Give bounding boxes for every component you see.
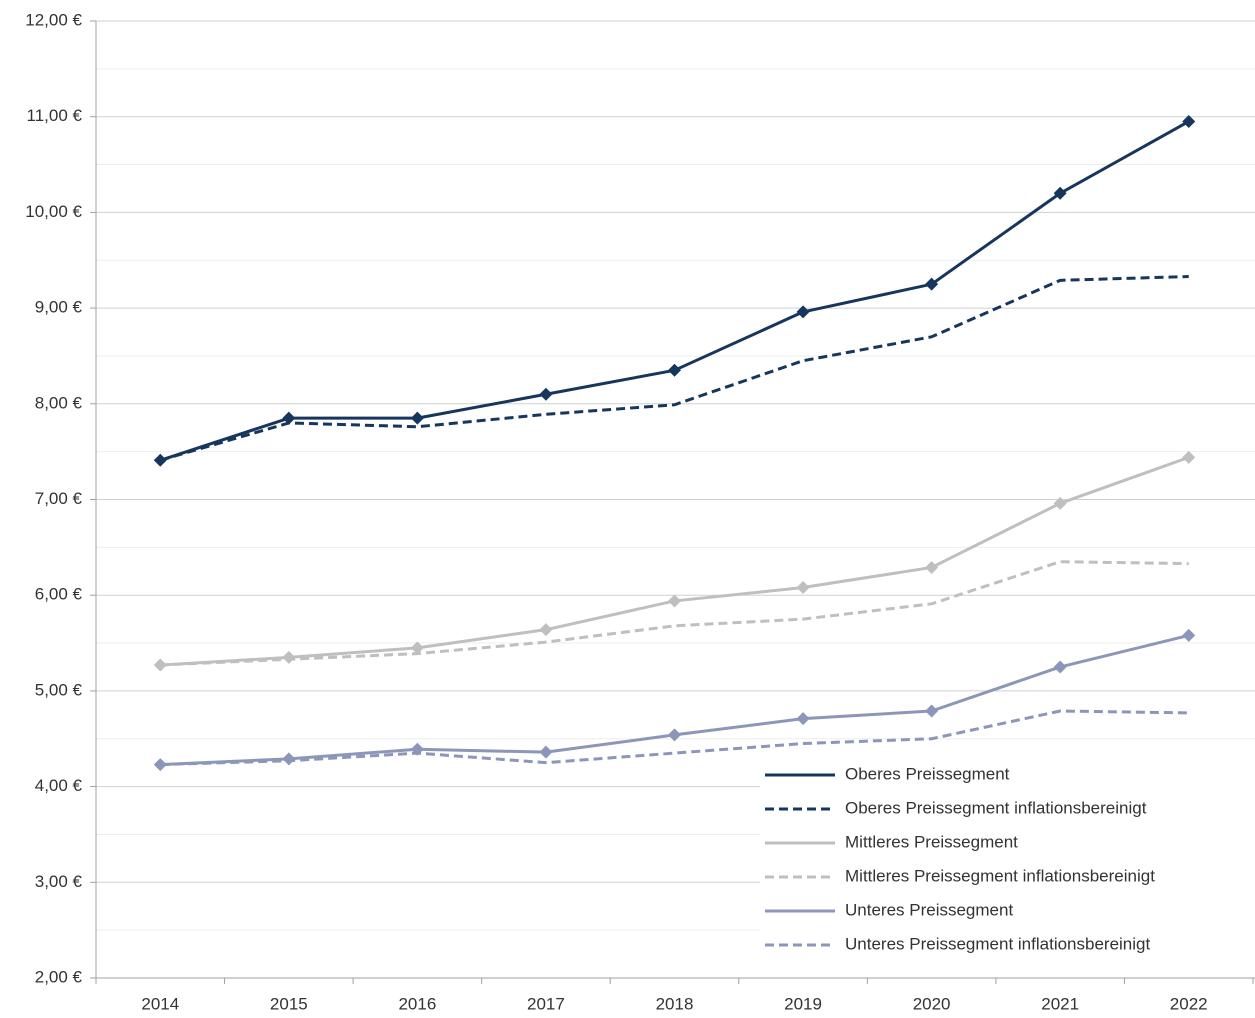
data-point xyxy=(925,704,939,718)
y-tick-label: 8,00 € xyxy=(35,393,83,412)
data-point xyxy=(925,277,939,291)
series-line xyxy=(160,560,1189,667)
data-point xyxy=(1182,628,1196,642)
data-point xyxy=(539,623,553,637)
x-tick-label: 2019 xyxy=(784,994,822,1013)
legend-label: Unteres Preissegment xyxy=(845,900,1013,919)
series-line xyxy=(160,455,1190,667)
legend-label: Mittleres Preissegment xyxy=(845,832,1018,851)
y-tick-label: 11,00 € xyxy=(27,106,83,125)
legend-label: Unteres Preissegment inflationsbereinigt xyxy=(845,934,1150,953)
x-tick-label: 2015 xyxy=(270,994,308,1013)
data-point xyxy=(796,305,810,319)
data-point xyxy=(1053,186,1067,200)
y-tick-label: 9,00 € xyxy=(35,298,83,317)
data-point xyxy=(282,752,296,766)
x-tick-label: 2018 xyxy=(656,994,694,1013)
data-point xyxy=(1053,660,1067,674)
data-point xyxy=(410,641,424,655)
data-point xyxy=(925,560,939,574)
series-line xyxy=(160,709,1189,767)
data-point xyxy=(282,650,296,664)
x-tick-label: 2022 xyxy=(1170,994,1208,1013)
data-point xyxy=(668,728,681,742)
y-tick-label: 5,00 € xyxy=(35,680,83,699)
x-tick-label: 2021 xyxy=(1041,994,1079,1013)
data-point xyxy=(410,411,424,425)
data-point xyxy=(1182,450,1196,464)
legend-label: Mittleres Preissegment inflationsbereini… xyxy=(845,866,1155,885)
y-tick-label: 10,00 € xyxy=(25,202,82,221)
y-tick-label: 4,00 € xyxy=(35,776,83,795)
legend-label: Oberes Preissegment xyxy=(845,764,1010,783)
y-tick-label: 7,00 € xyxy=(35,489,83,508)
legend-box xyxy=(760,758,1255,977)
data-point xyxy=(282,411,296,425)
y-tick-label: 12,00 € xyxy=(25,10,82,29)
y-tick-label: 3,00 € xyxy=(35,872,83,891)
data-point xyxy=(796,712,810,726)
y-tick-label: 2,00 € xyxy=(35,967,83,986)
data-point xyxy=(1053,496,1067,510)
x-tick-label: 2020 xyxy=(913,994,951,1013)
data-point xyxy=(539,387,553,401)
legend-label: Oberes Preissegment inflationsbereinigt xyxy=(845,798,1147,817)
data-point xyxy=(668,363,681,377)
x-tick-label: 2016 xyxy=(398,994,436,1013)
data-point xyxy=(796,581,810,595)
series-line xyxy=(159,275,1189,462)
x-tick-label: 2017 xyxy=(527,994,565,1013)
x-tick-label: 2014 xyxy=(141,994,179,1013)
data-point xyxy=(1182,114,1196,128)
data-point xyxy=(539,745,553,759)
data-point xyxy=(668,594,681,608)
y-tick-label: 6,00 € xyxy=(35,585,83,604)
